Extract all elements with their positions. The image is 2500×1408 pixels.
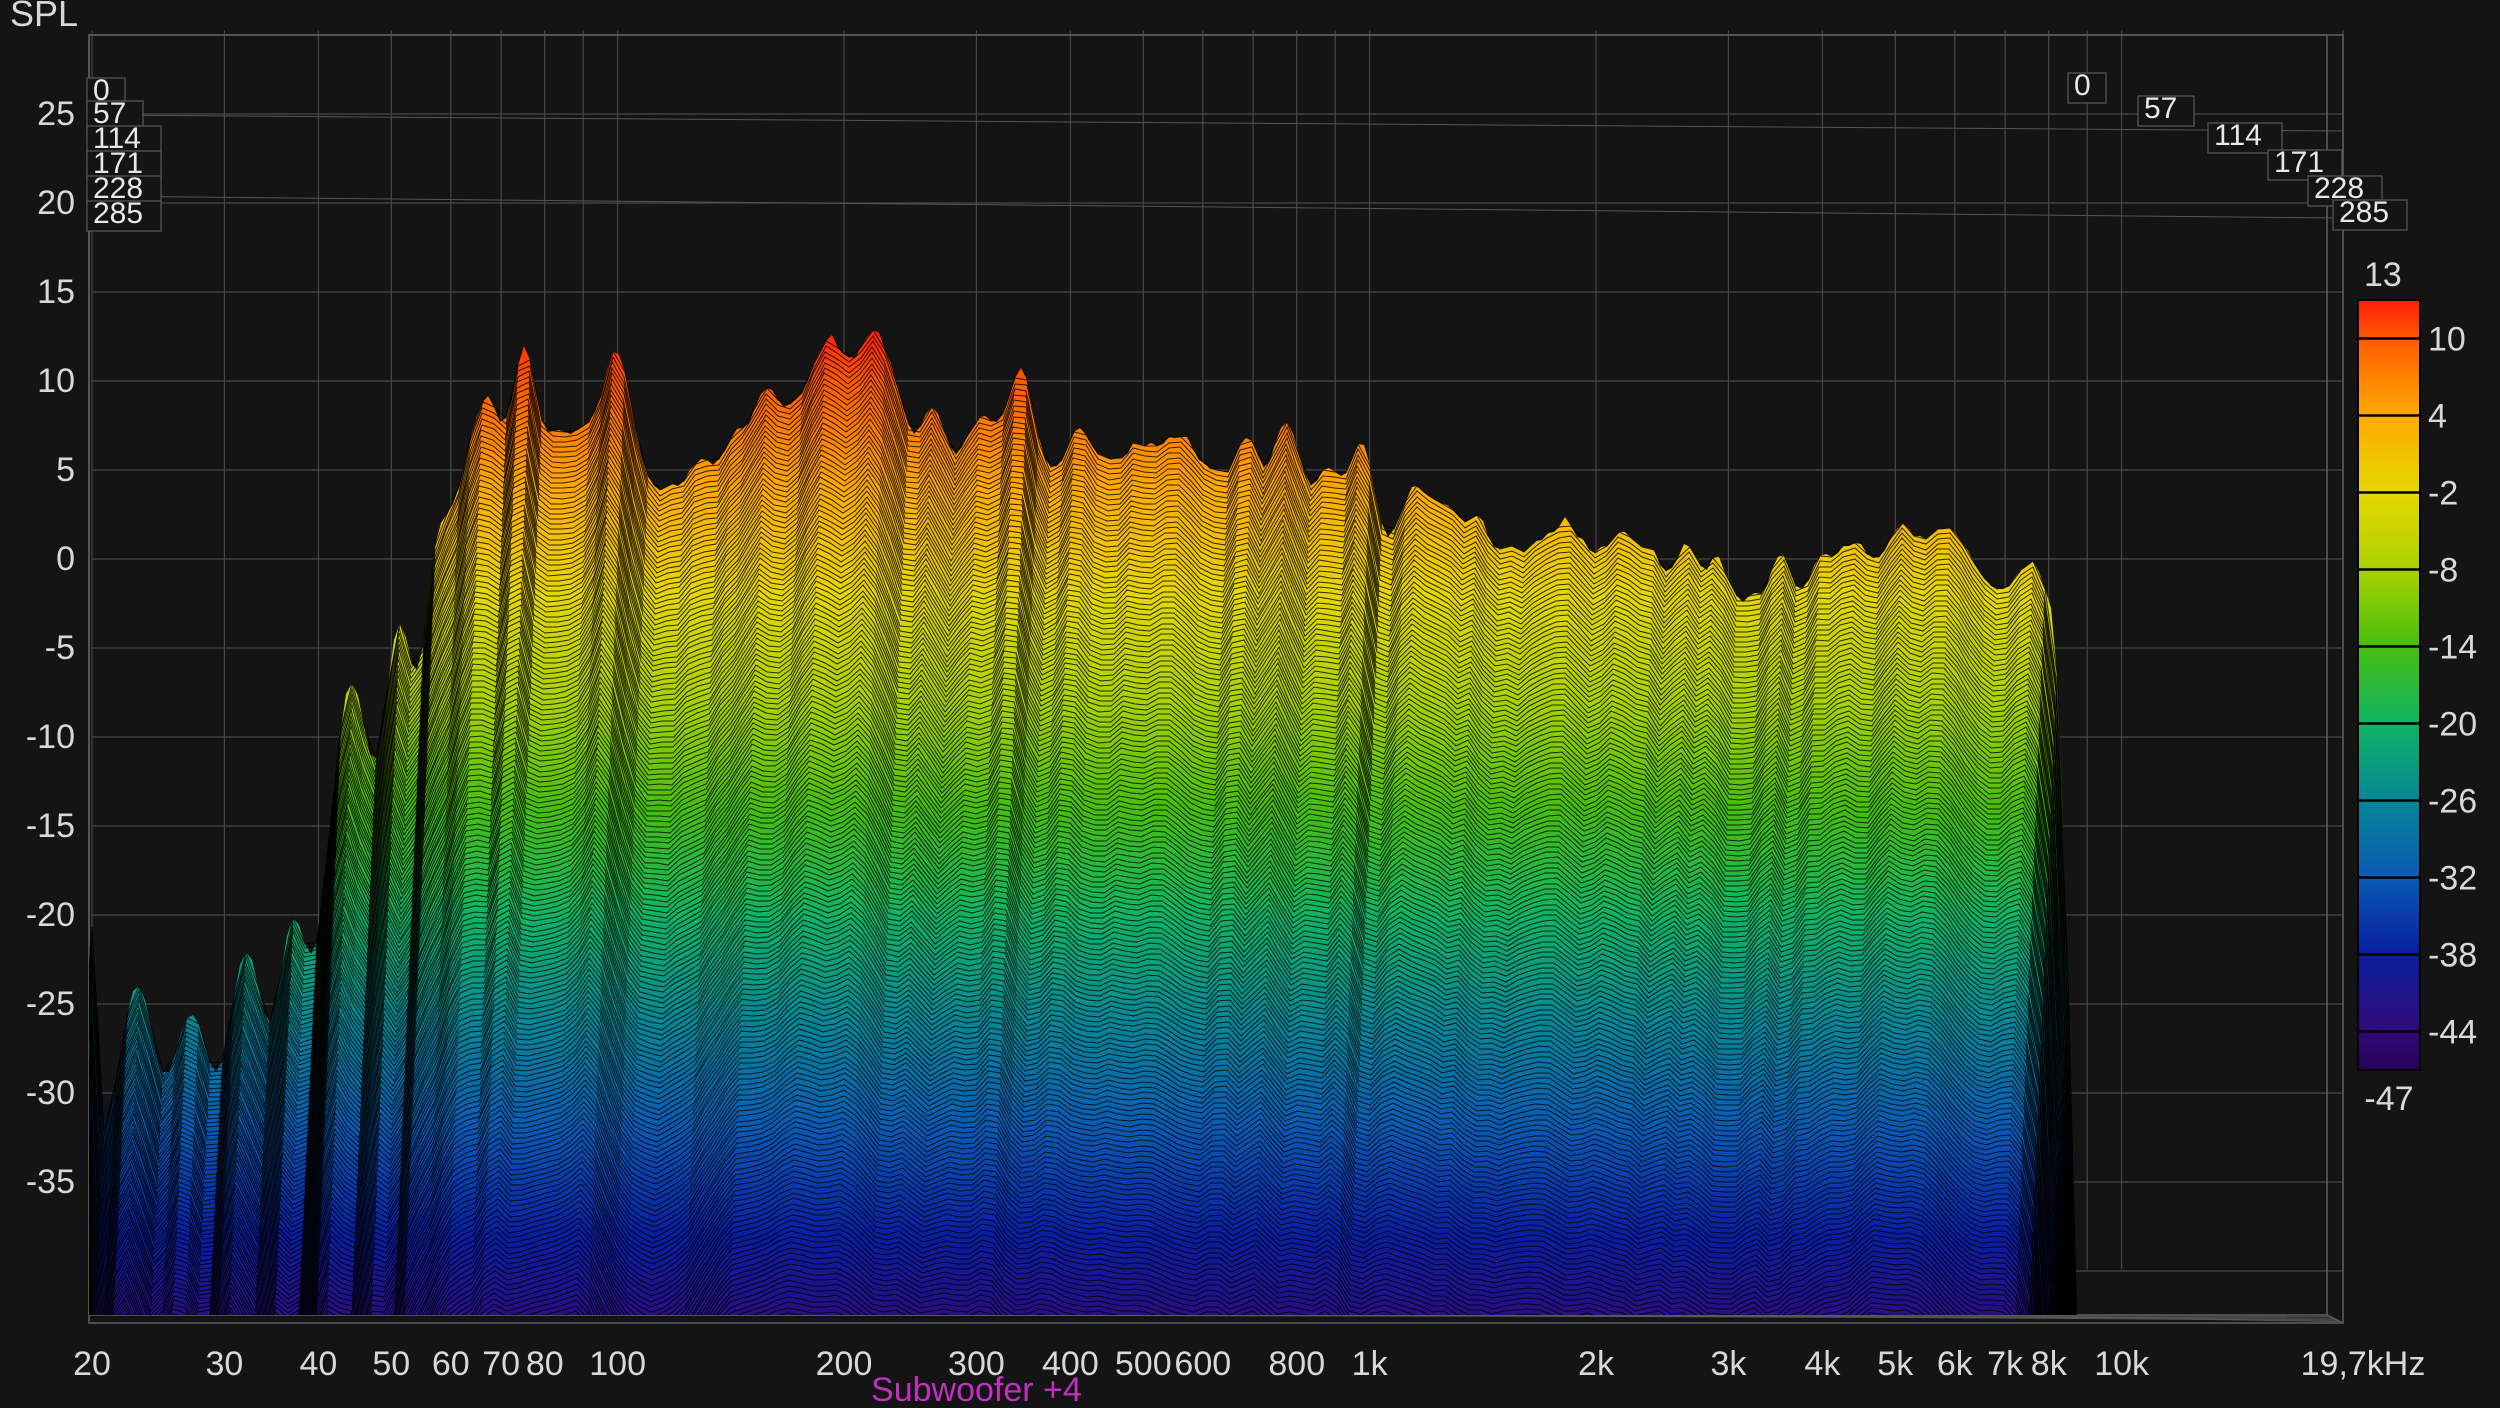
svg-text:10: 10	[2428, 321, 2466, 359]
svg-text:6k: 6k	[1937, 1345, 1974, 1383]
svg-text:200: 200	[816, 1345, 873, 1383]
svg-text:20: 20	[37, 184, 75, 222]
svg-text:-5: -5	[45, 629, 75, 667]
svg-text:4: 4	[2428, 398, 2447, 436]
svg-text:-20: -20	[2428, 706, 2477, 744]
svg-text:-15: -15	[26, 807, 75, 845]
svg-text:-47: -47	[2364, 1080, 2413, 1118]
svg-text:70: 70	[482, 1345, 520, 1383]
svg-text:0: 0	[2074, 69, 2091, 102]
svg-text:-44: -44	[2428, 1014, 2477, 1052]
svg-text:600: 600	[1174, 1345, 1231, 1383]
svg-text:-2: -2	[2428, 475, 2458, 513]
svg-text:-20: -20	[26, 896, 75, 934]
svg-text:57: 57	[2144, 92, 2177, 125]
svg-text:-8: -8	[2428, 552, 2458, 590]
svg-text:285: 285	[93, 197, 143, 230]
svg-text:50: 50	[372, 1345, 410, 1383]
svg-text:SPL: SPL	[10, 0, 78, 34]
svg-text:800: 800	[1268, 1345, 1325, 1383]
svg-text:20: 20	[73, 1345, 111, 1383]
svg-text:4k: 4k	[1804, 1345, 1841, 1383]
svg-text:5: 5	[56, 451, 75, 489]
svg-text:-14: -14	[2428, 629, 2477, 667]
svg-text:-38: -38	[2428, 937, 2477, 975]
svg-text:-25: -25	[26, 985, 75, 1023]
svg-text:10: 10	[37, 362, 75, 400]
svg-text:8k: 8k	[2031, 1345, 2068, 1383]
svg-text:-10: -10	[26, 718, 75, 756]
svg-text:2k: 2k	[1578, 1345, 1615, 1383]
svg-text:10k: 10k	[2094, 1345, 2150, 1383]
svg-text:40: 40	[299, 1345, 337, 1383]
svg-text:500: 500	[1115, 1345, 1172, 1383]
svg-text:-35: -35	[26, 1163, 75, 1201]
svg-text:30: 30	[206, 1345, 244, 1383]
svg-text:5k: 5k	[1877, 1345, 1914, 1383]
svg-text:-30: -30	[26, 1074, 75, 1112]
svg-text:-32: -32	[2428, 860, 2477, 898]
svg-text:80: 80	[526, 1345, 564, 1383]
svg-text:Subwoofer +4: Subwoofer +4	[871, 1371, 1082, 1408]
svg-text:13: 13	[2364, 256, 2402, 294]
svg-text:3k: 3k	[1710, 1345, 1747, 1383]
svg-text:7k: 7k	[1987, 1345, 2024, 1383]
svg-text:15: 15	[37, 273, 75, 311]
svg-text:285: 285	[2339, 196, 2389, 229]
svg-text:-26: -26	[2428, 783, 2477, 821]
svg-text:114: 114	[2214, 119, 2262, 152]
svg-text:0: 0	[56, 540, 75, 578]
svg-text:19,7kHz: 19,7kHz	[2301, 1345, 2426, 1383]
svg-text:100: 100	[589, 1345, 646, 1383]
svg-text:60: 60	[432, 1345, 470, 1383]
svg-text:1k: 1k	[1352, 1345, 1389, 1383]
svg-text:25: 25	[37, 95, 75, 133]
